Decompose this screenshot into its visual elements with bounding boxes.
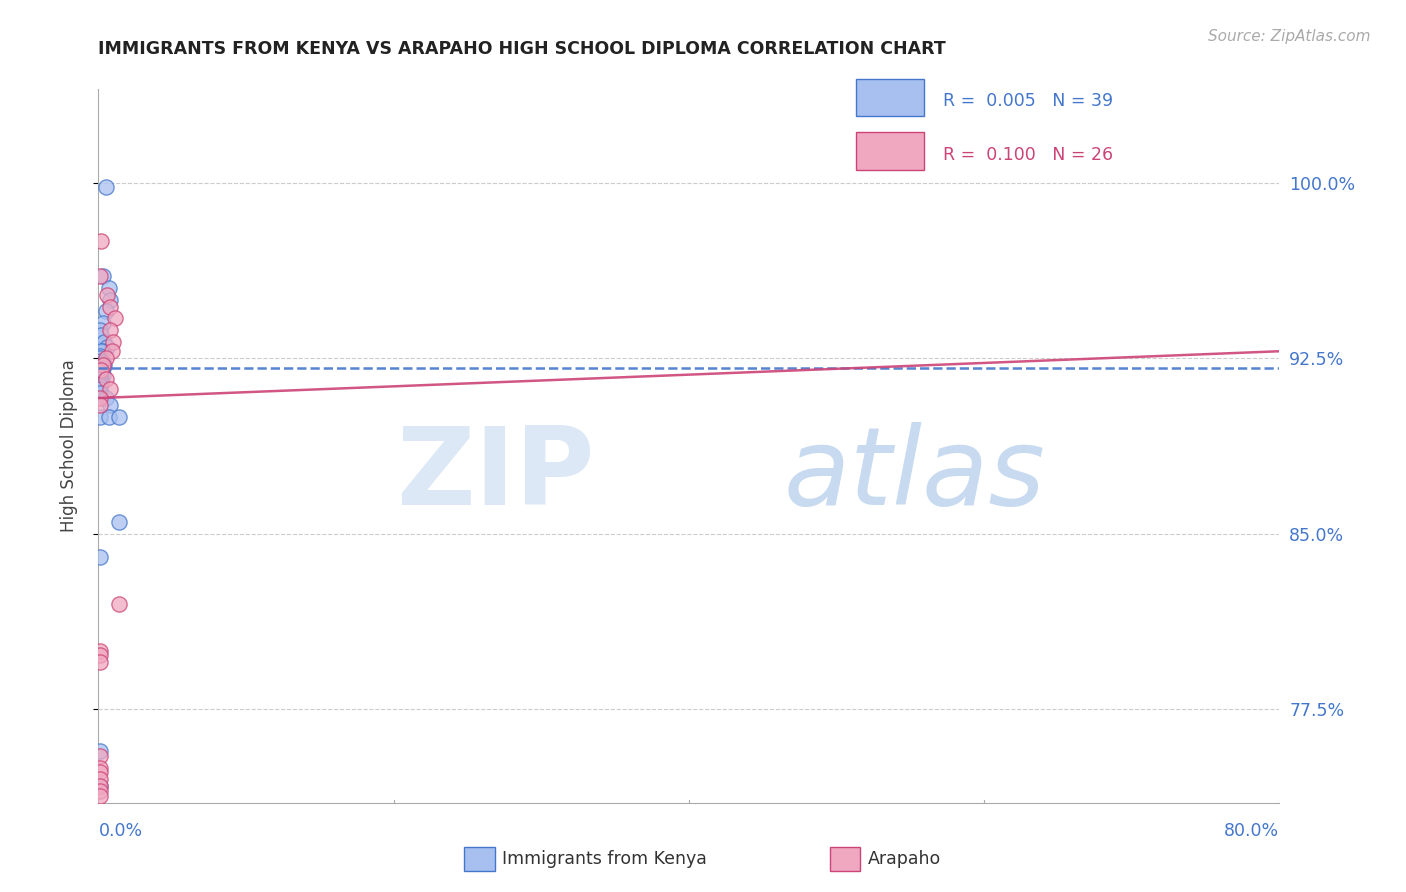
Point [89, 409, 111, 424]
Point [89, 780, 111, 794]
Point [94, 180, 117, 194]
Point [89, 363, 111, 377]
Point [90, 363, 112, 377]
Point [89, 376, 111, 391]
Point [98, 293, 121, 307]
Point [91, 356, 114, 370]
Point [89, 656, 111, 670]
Point [89, 379, 111, 393]
Text: R =  0.005   N = 39: R = 0.005 N = 39 [942, 93, 1112, 111]
Point [97, 409, 120, 424]
Text: 0.0%: 0.0% [98, 822, 142, 839]
Point [100, 344, 122, 359]
Point [98, 398, 121, 412]
Y-axis label: High School Diploma: High School Diploma [59, 359, 77, 533]
Point [91, 359, 114, 373]
Point [93, 359, 115, 373]
Point [108, 515, 131, 529]
Text: Arapaho: Arapaho [868, 850, 941, 868]
Point [89, 749, 111, 764]
Text: atlas: atlas [783, 422, 1045, 527]
Point [89, 391, 111, 405]
Point [98, 323, 121, 337]
Text: Source: ZipAtlas.com: Source: ZipAtlas.com [1208, 29, 1371, 44]
Point [91, 269, 114, 284]
Point [89, 382, 111, 396]
Point [93, 334, 115, 349]
Point [104, 311, 127, 326]
Point [89, 789, 111, 803]
Text: ZIP: ZIP [396, 422, 595, 527]
Point [89, 550, 111, 565]
Text: Immigrants from Kenya: Immigrants from Kenya [502, 850, 707, 868]
Point [103, 334, 125, 349]
Point [89, 386, 111, 401]
Point [94, 304, 117, 318]
Bar [856, 78, 924, 116]
Point [89, 269, 111, 284]
Text: R =  0.100   N = 26: R = 0.100 N = 26 [942, 146, 1112, 164]
Point [89, 644, 111, 658]
Point [89, 365, 111, 379]
Point [108, 409, 131, 424]
Point [89, 323, 111, 337]
Point [91, 316, 114, 330]
Point [98, 382, 121, 396]
Point [91, 360, 114, 375]
Point [89, 372, 111, 386]
Point [94, 391, 117, 405]
Point [89, 780, 111, 794]
Point [89, 765, 111, 780]
Point [96, 340, 118, 354]
Point [90, 368, 112, 382]
Point [90, 375, 112, 389]
Point [89, 349, 111, 363]
Text: 80.0%: 80.0% [1225, 822, 1279, 839]
Point [96, 288, 118, 302]
Point [89, 351, 111, 366]
Point [89, 398, 111, 412]
Point [89, 648, 111, 663]
Point [90, 327, 112, 342]
Point [98, 300, 121, 314]
Point [89, 370, 111, 384]
Point [90, 363, 112, 377]
Point [94, 351, 117, 366]
Bar [856, 132, 924, 169]
Point [97, 281, 120, 295]
Point [89, 761, 111, 775]
Point [90, 234, 112, 248]
Point [90, 353, 112, 368]
Point [91, 344, 114, 359]
Point [89, 744, 111, 758]
Point [91, 368, 114, 382]
Point [108, 597, 131, 611]
Point [90, 344, 112, 359]
Point [94, 372, 117, 386]
Text: IMMIGRANTS FROM KENYA VS ARAPAHO HIGH SCHOOL DIPLOMA CORRELATION CHART: IMMIGRANTS FROM KENYA VS ARAPAHO HIGH SC… [98, 40, 946, 58]
Point [89, 772, 111, 787]
Point [89, 784, 111, 798]
